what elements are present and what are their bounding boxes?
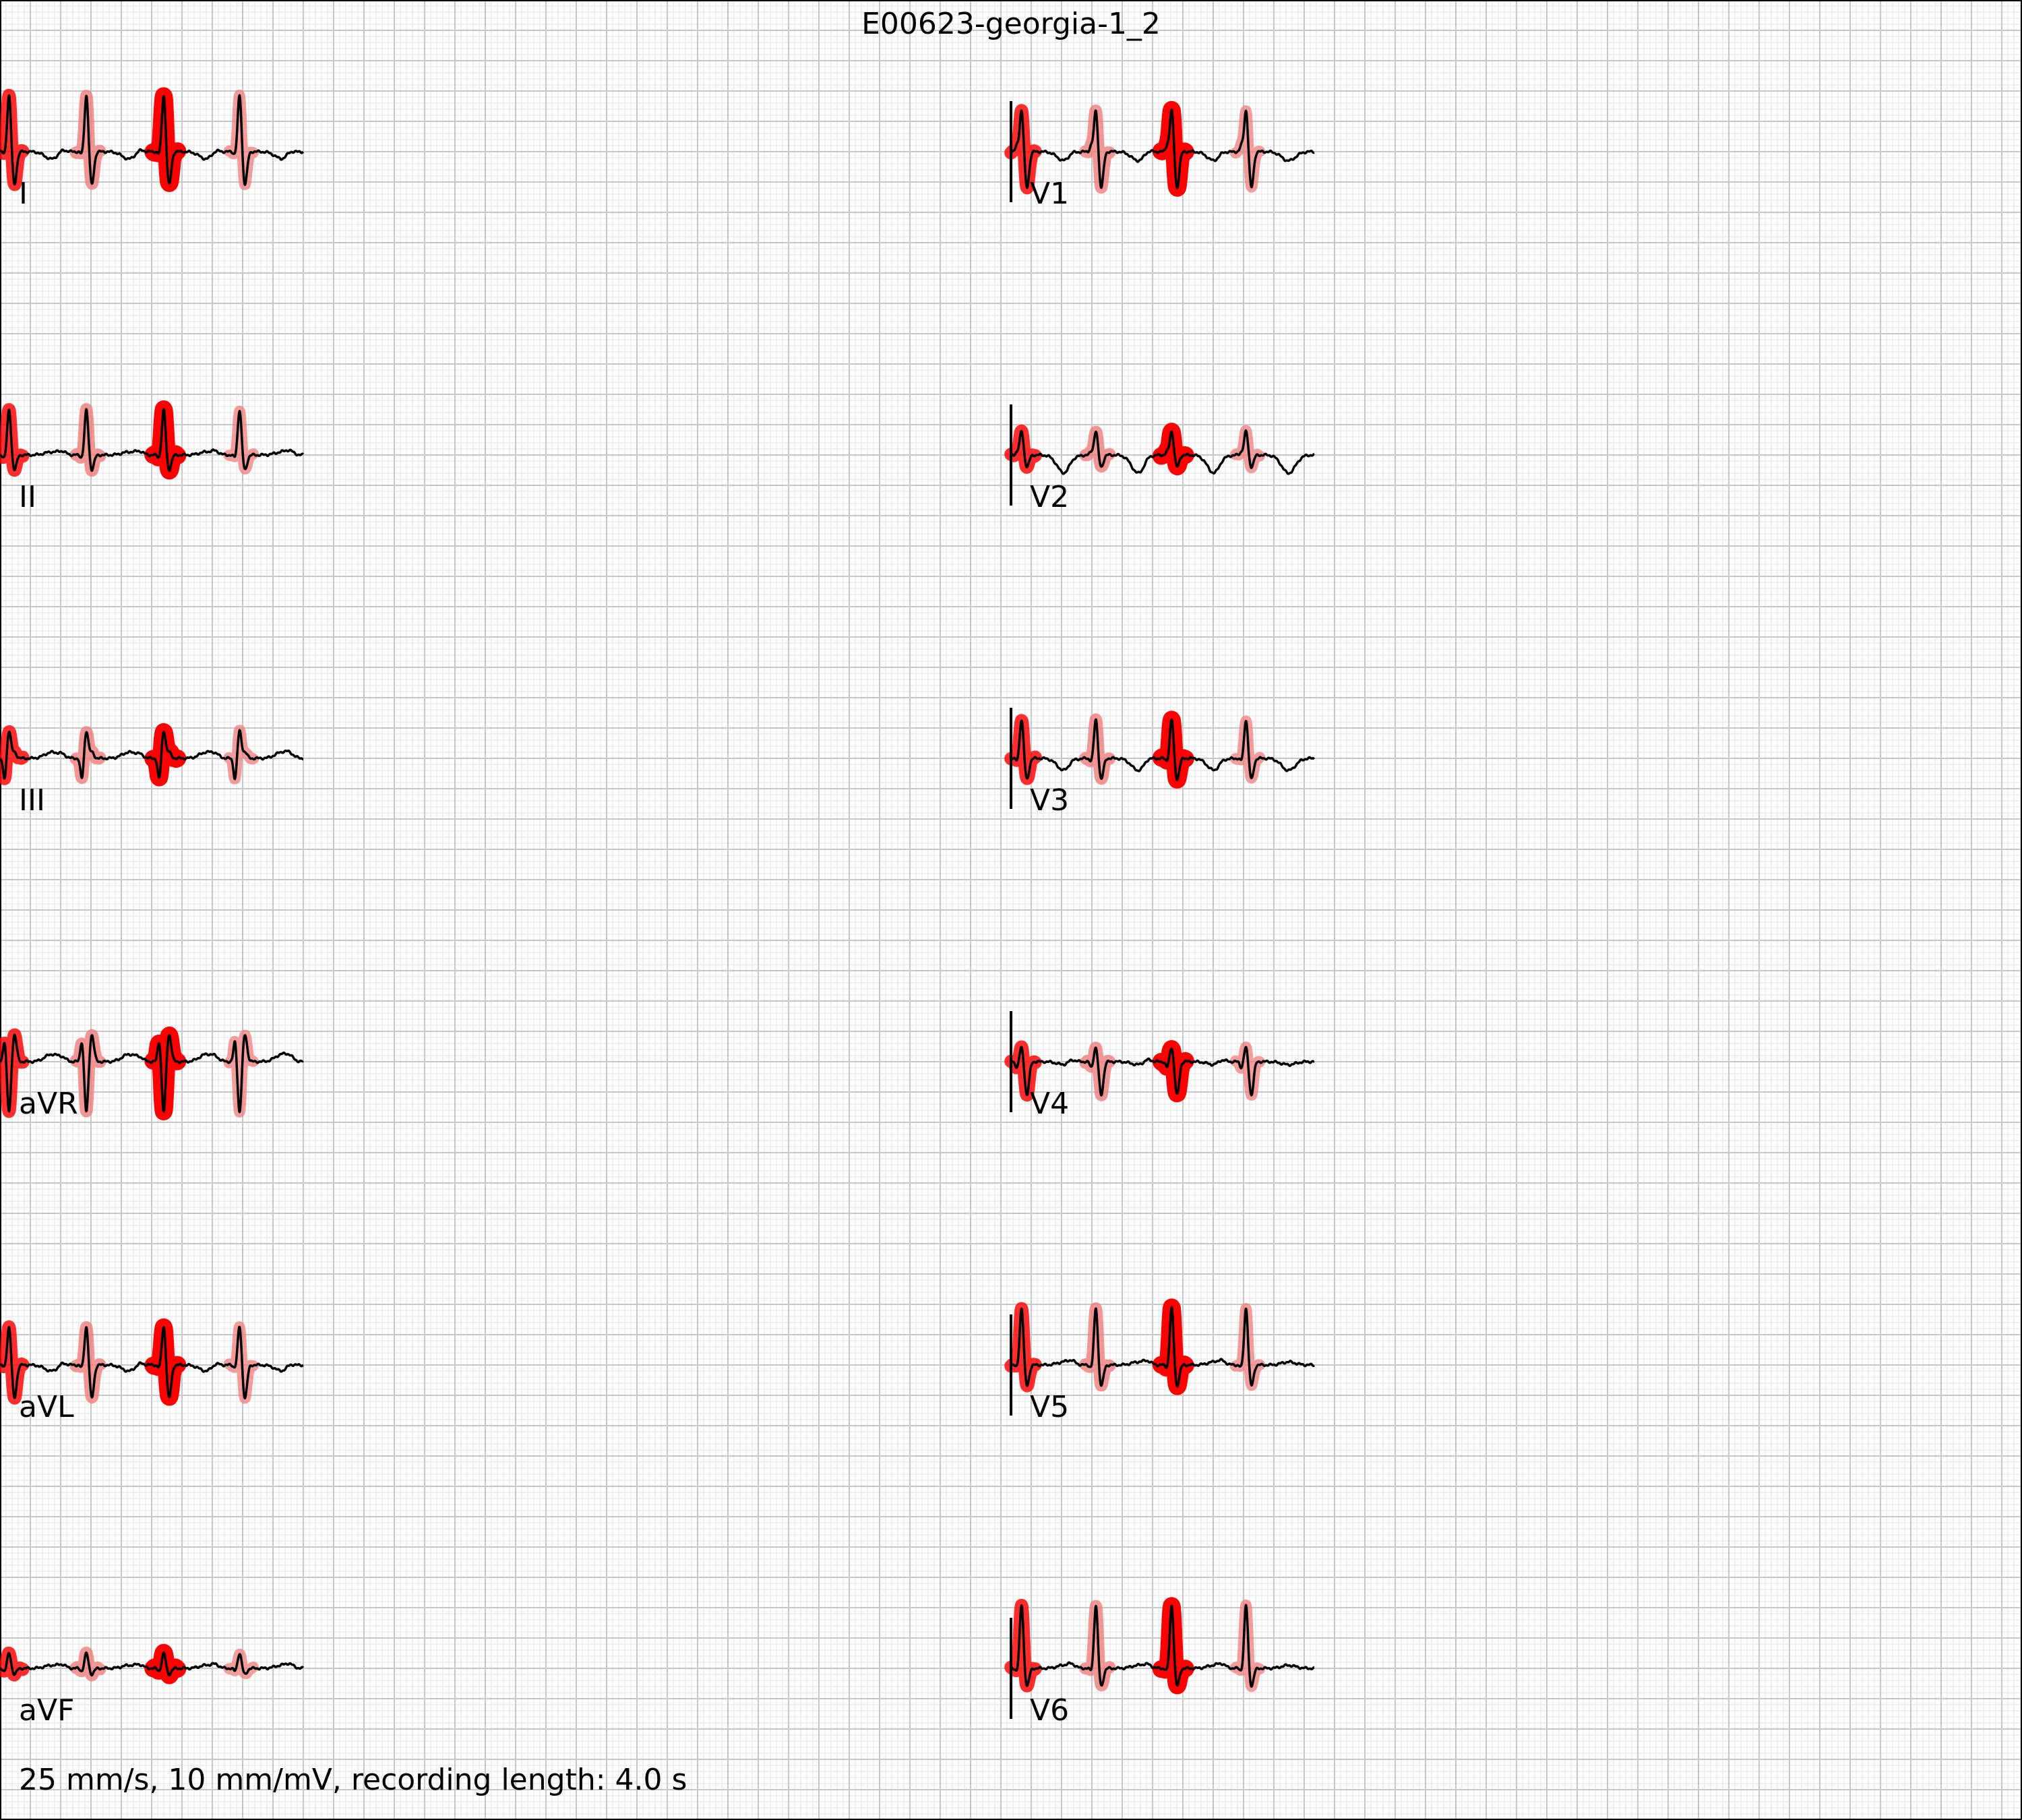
chart-title: E00623-georgia-1_2 (861, 7, 1161, 41)
ecg-traces (0, 94, 1316, 1688)
lead-label-V4: V4 (1030, 1087, 1069, 1121)
lead-label-I: I (19, 177, 28, 211)
trace-aVR (0, 1033, 305, 1114)
lead-label-V5: V5 (1030, 1390, 1069, 1424)
lead-label-V3: V3 (1030, 783, 1069, 818)
trace-II (0, 408, 305, 473)
trace-aVL (0, 1325, 305, 1400)
lead-label-aVL: aVL (19, 1390, 74, 1424)
trace-V3 (1010, 718, 1316, 781)
trace-I (0, 94, 305, 186)
trace-V2 (1010, 429, 1316, 475)
chart-footer: 25 mm/s, 10 mm/mV, recording length: 4.0… (19, 1763, 687, 1797)
lead-label-V6: V6 (1030, 1693, 1069, 1728)
trace-V5 (1010, 1306, 1316, 1388)
trace-V1 (1010, 109, 1316, 189)
lead-label-II: II (19, 480, 36, 514)
trace-V6 (1010, 1604, 1316, 1688)
trace-III (0, 729, 305, 781)
lead-label-aVR: aVR (19, 1087, 78, 1121)
lead-label-V2: V2 (1030, 480, 1069, 514)
lead-label-III: III (19, 783, 45, 818)
lead-label-V1: V1 (1030, 177, 1069, 211)
trace-V4 (1010, 1045, 1316, 1097)
trace-aVF (0, 1651, 305, 1677)
lead-label-aVF: aVF (19, 1693, 74, 1728)
